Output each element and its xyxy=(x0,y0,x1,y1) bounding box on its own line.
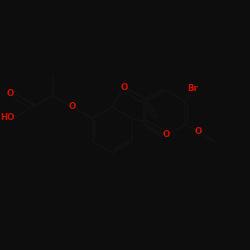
Text: Br: Br xyxy=(188,84,198,93)
Text: O: O xyxy=(163,130,170,139)
Text: HO: HO xyxy=(1,113,15,122)
Text: O: O xyxy=(120,82,128,92)
Text: O: O xyxy=(194,127,202,136)
Text: O: O xyxy=(6,89,14,98)
Text: O: O xyxy=(69,102,76,112)
